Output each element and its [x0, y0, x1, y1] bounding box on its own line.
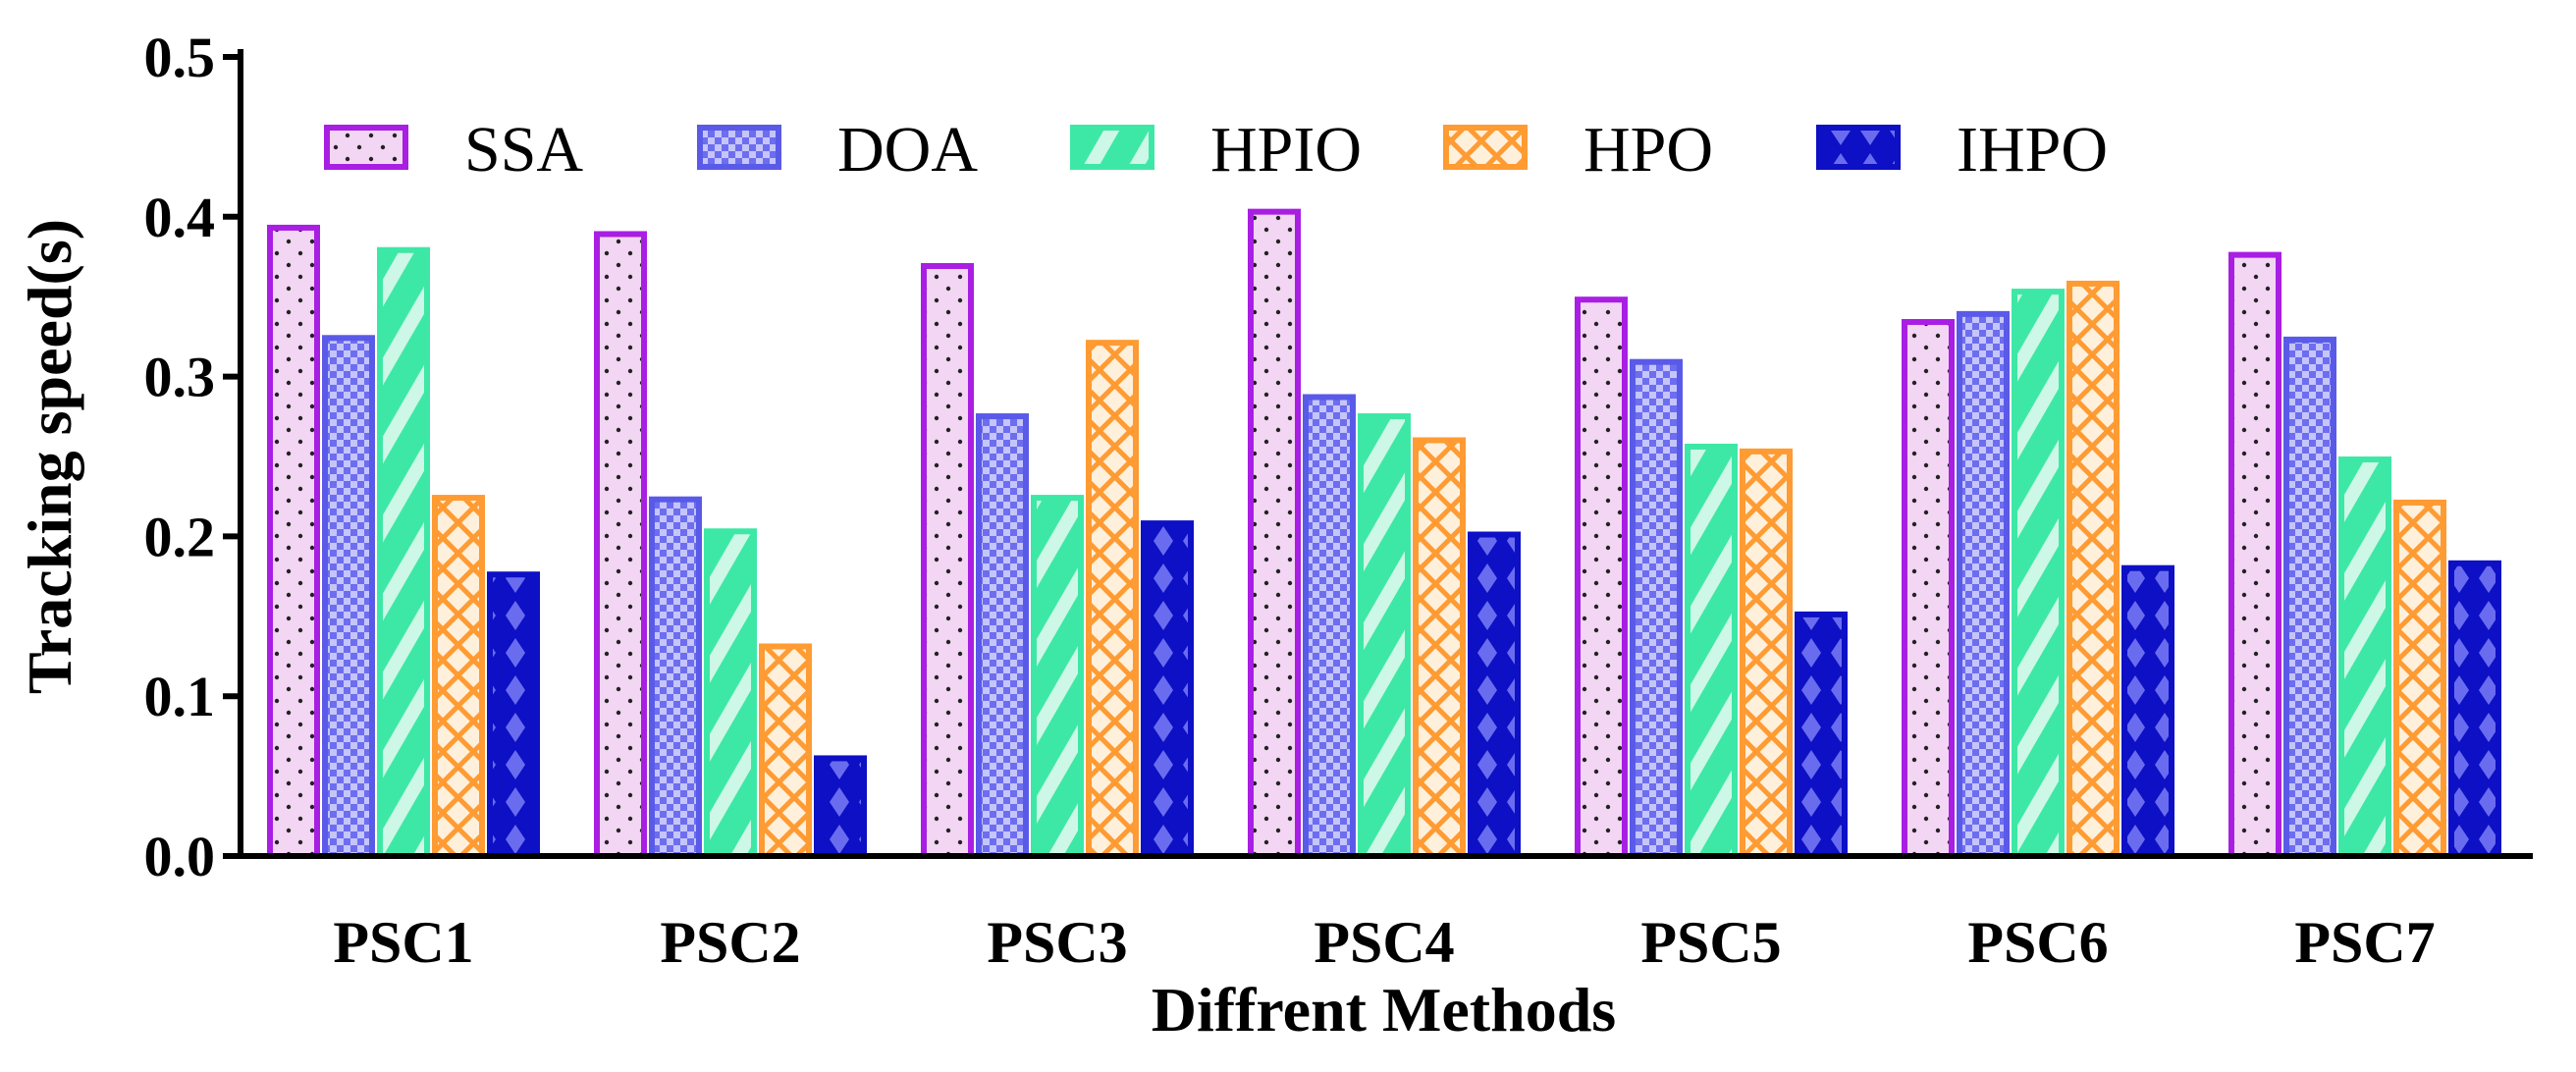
bar-doa-psc7	[2283, 336, 2336, 859]
bar-group-psc3	[921, 263, 1194, 859]
bar-doa-psc6	[1957, 310, 2010, 859]
bar-hpio-psc5	[1685, 443, 1738, 859]
legend-label-ssa: SSA	[464, 114, 583, 186]
y-tick-label: 0.3	[144, 346, 216, 409]
bar-ihpo-psc7	[2448, 560, 2501, 859]
bar-hpio-psc6	[2012, 289, 2065, 859]
y-tick-label: 0.0	[144, 825, 216, 888]
legend-swatch-hpio	[1070, 125, 1154, 170]
bar-doa-psc3	[976, 413, 1029, 859]
bar-ssa-psc5	[1575, 296, 1628, 859]
bar-group-psc7	[2228, 251, 2501, 859]
x-tick-label-psc2: PSC2	[660, 910, 800, 975]
bar-ihpo-psc6	[2121, 564, 2174, 859]
plot-area	[267, 208, 2501, 860]
bar-hpo-psc4	[1413, 437, 1466, 859]
legend-swatch-doa	[697, 125, 781, 170]
bar-ssa-psc6	[1902, 318, 1955, 859]
legend: SSA DOA HPIO HPO IHPO	[324, 114, 2108, 186]
bar-doa-psc1	[322, 335, 375, 860]
bar-hpio-psc3	[1031, 495, 1084, 859]
y-tick-label: 0.4	[144, 186, 216, 249]
legend-item-ssa: SSA	[324, 114, 583, 186]
bar-hpo-psc2	[759, 643, 812, 860]
legend-swatch-hpo	[1443, 125, 1528, 170]
bar-doa-psc2	[649, 496, 702, 859]
bar-hpo-psc6	[2066, 280, 2120, 860]
x-tick-label-psc6: PSC6	[1967, 910, 2108, 975]
x-tick-label-psc4: PSC4	[1314, 910, 1454, 975]
y-axis-title: Tracking speed(s)	[15, 219, 84, 694]
bar-hpio-psc7	[2338, 456, 2391, 859]
bar-ssa-psc2	[594, 231, 647, 859]
bar-ssa-psc7	[2228, 251, 2281, 859]
bar-ihpo-psc5	[1795, 611, 1848, 860]
legend-label-hpo: HPO	[1583, 114, 1713, 186]
bar-hpo-psc7	[2393, 499, 2446, 859]
bar-hpio-psc1	[377, 246, 430, 859]
x-tick-label-psc1: PSC1	[333, 910, 473, 975]
bar-group-psc5	[1575, 296, 1848, 860]
legend-label-hpio: HPIO	[1210, 114, 1362, 186]
bar-hpo-psc5	[1740, 448, 1793, 859]
bar-doa-psc5	[1630, 358, 1683, 859]
bar-hpio-psc4	[1358, 413, 1411, 859]
bar-ssa-psc3	[921, 263, 974, 859]
legend-item-ihpo: IHPO	[1816, 114, 2108, 186]
x-tick-label-psc5: PSC5	[1640, 910, 1781, 975]
y-tick-label: 0.5	[144, 26, 216, 89]
legend-swatch-ssa	[324, 125, 408, 170]
bar-hpio-psc2	[704, 528, 757, 859]
legend-item-hpio: HPIO	[1070, 114, 1362, 186]
bar-ssa-psc4	[1248, 208, 1301, 860]
legend-item-doa: DOA	[697, 114, 978, 186]
legend-label-doa: DOA	[837, 114, 978, 186]
y-tick-label: 0.1	[144, 665, 216, 728]
legend-label-ihpo: IHPO	[1957, 114, 2108, 186]
y-tick-label: 0.2	[144, 505, 216, 568]
bar-ssa-psc1	[267, 224, 320, 859]
bar-hpo-psc3	[1086, 340, 1139, 859]
bar-ihpo-psc3	[1141, 520, 1194, 859]
legend-swatch-ihpo	[1816, 125, 1901, 170]
bar-group-psc4	[1248, 208, 1521, 860]
axes: PSC1 PSC2 PSC3 PSC4 PSC5 PSC6 PSC7 0.0 0.1 0.2 0.3…	[15, 26, 2533, 1045]
x-tick-label-psc3: PSC3	[987, 910, 1127, 975]
bar-group-psc2	[594, 231, 867, 860]
bar-hpo-psc1	[432, 495, 485, 859]
bar-group-psc1	[267, 224, 540, 860]
bar-doa-psc4	[1303, 394, 1356, 859]
x-axis-title: Diffrent Methods	[1152, 975, 1616, 1045]
x-tick-label-psc7: PSC7	[2294, 910, 2435, 975]
bar-ihpo-psc4	[1468, 531, 1521, 859]
legend-item-hpo: HPO	[1443, 114, 1713, 186]
bar-ihpo-psc2	[814, 755, 867, 859]
bar-ihpo-psc1	[487, 571, 540, 859]
bar-group-psc6	[1902, 280, 2174, 860]
